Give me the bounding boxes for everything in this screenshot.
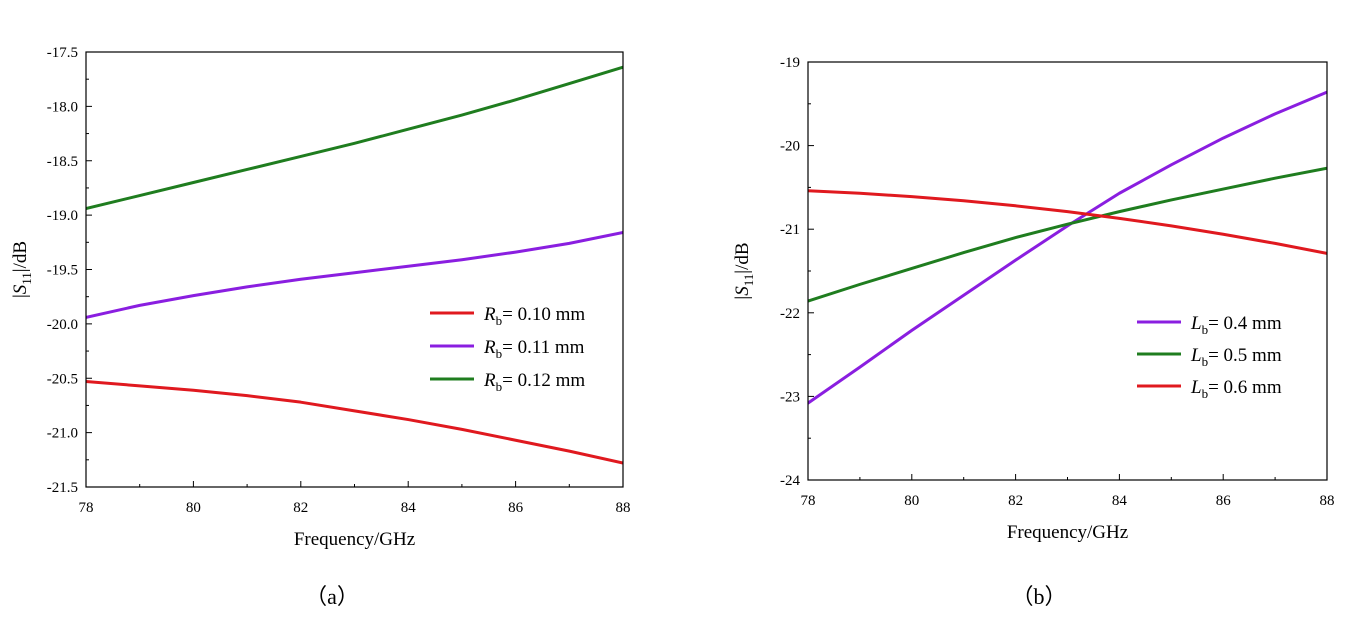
y-axis-label-unit-a: |/dB xyxy=(10,241,31,272)
legend-subscript-b-3: b xyxy=(1202,386,1209,401)
legend-subscript-b-1: b xyxy=(1202,322,1209,337)
legend-symbol-b-2: L xyxy=(1190,345,1202,366)
series-group-a xyxy=(86,65,623,465)
legend-value-a-2: = 0.11 mm xyxy=(502,337,585,358)
y-axis-label-subscript-a: 11 xyxy=(19,272,34,285)
chart-panel-b: 78 80 82 84 86 88 -24 -23 -22 -21 -20 -19 Frequency/… xyxy=(732,55,1335,609)
legend-value-a-1: = 0.10 mm xyxy=(502,304,585,325)
caption-a: （a） xyxy=(305,584,359,609)
legend-value-b-2: = 0.5 mm xyxy=(1208,345,1282,366)
legend-label-a-1: Rb= 0.10 mm xyxy=(483,304,585,328)
legend-symbol-a-3: R xyxy=(483,370,496,391)
series-line-a-1 xyxy=(86,380,623,465)
legend-symbol-b-3: L xyxy=(1190,377,1202,398)
y-tick-label-b-3: -21 xyxy=(780,222,800,238)
x-tick-label-a-1: 80 xyxy=(186,500,201,516)
y-axis-label-symbol-b: S xyxy=(732,286,753,296)
legend-subscript-a-3: b xyxy=(496,379,503,394)
legend-symbol-a-1: R xyxy=(483,304,496,325)
x-tick-label-b-2: 82 xyxy=(1008,493,1023,509)
y-tick-label-a-3: -20.0 xyxy=(47,317,78,333)
y-tick-label-b-2: -22 xyxy=(780,306,800,322)
y-axis-label-bar-a: | xyxy=(10,294,31,298)
y-tick-label-b-0: -24 xyxy=(780,473,800,489)
y-tick-label-a-4: -19.5 xyxy=(47,263,78,279)
y-tick-label-a-7: -18.0 xyxy=(47,99,78,115)
legend-label-a-3: Rb= 0.12 mm xyxy=(483,370,585,394)
legend-value-b-1: = 0.4 mm xyxy=(1208,313,1282,334)
legend-label-b-2: Lb= 0.5 mm xyxy=(1190,345,1282,369)
y-axis-label-subscript-b: 11 xyxy=(741,274,756,287)
legend-symbol-a-2: R xyxy=(483,337,496,358)
x-tick-label-b-5: 88 xyxy=(1320,493,1335,509)
x-tick-label-b-1: 80 xyxy=(904,493,919,509)
y-axis-label-b: |S11|/dB xyxy=(732,242,756,299)
series-line-b-3 xyxy=(808,189,1327,255)
y-tick-label-b-4: -20 xyxy=(780,139,800,155)
legend-value-a-3: = 0.12 mm xyxy=(502,370,585,391)
legend-label-b-1: Lb= 0.4 mm xyxy=(1190,313,1282,337)
y-axis-label-unit-b: |/dB xyxy=(732,242,753,273)
y-tick-label-a-8: -17.5 xyxy=(47,45,78,61)
caption-b: （b） xyxy=(1011,584,1066,609)
y-tick-label-b-1: -23 xyxy=(780,389,800,405)
x-tick-label-a-3: 84 xyxy=(401,500,417,516)
legend-value-b-3: = 0.6 mm xyxy=(1208,377,1282,398)
x-tick-label-a-4: 86 xyxy=(508,500,524,516)
chart-panel-a: 78 80 82 84 86 88 -21.5 -21.0 -20.5 -20.0 -19.5 -19… xyxy=(10,45,631,609)
legend-label-a-2: Rb= 0.11 mm xyxy=(483,337,585,361)
legend-subscript-a-2: b xyxy=(496,346,503,361)
y-tick-label-a-2: -20.5 xyxy=(47,371,78,387)
series-line-b-2 xyxy=(808,166,1327,303)
legend-subscript-a-1: b xyxy=(496,313,503,328)
series-line-b-1 xyxy=(808,90,1327,405)
y-axis-label-bar-b: | xyxy=(732,296,753,300)
legend-subscript-b-2: b xyxy=(1202,354,1209,369)
x-tick-label-a-5: 88 xyxy=(616,500,631,516)
y-tick-label-a-6: -18.5 xyxy=(47,154,78,170)
y-tick-label-b-5: -19 xyxy=(780,55,800,71)
x-tick-label-b-4: 86 xyxy=(1216,493,1232,509)
y-axis-label-symbol-a: S xyxy=(10,284,31,294)
y-tick-label-a-0: -21.5 xyxy=(47,480,78,496)
x-axis-label-b: Frequency/GHz xyxy=(1007,522,1128,543)
series-line-a-3 xyxy=(86,65,623,211)
plot-frame-a xyxy=(85,51,624,488)
x-tick-label-b-0: 78 xyxy=(801,493,816,509)
series-line-a-2 xyxy=(86,231,623,319)
series-group-b xyxy=(808,90,1327,405)
legend-symbol-b-1: L xyxy=(1190,313,1202,334)
legend-label-b-3: Lb= 0.6 mm xyxy=(1190,377,1282,401)
y-tick-label-a-1: -21.0 xyxy=(47,426,78,442)
y-axis-label-a: |S11|/dB xyxy=(10,241,34,298)
x-axis-label-a: Frequency/GHz xyxy=(294,529,415,550)
x-tick-label-b-3: 84 xyxy=(1112,493,1128,509)
x-tick-label-a-2: 82 xyxy=(293,500,308,516)
y-tick-label-a-5: -19.0 xyxy=(47,208,78,224)
x-tick-label-a-0: 78 xyxy=(79,500,94,516)
